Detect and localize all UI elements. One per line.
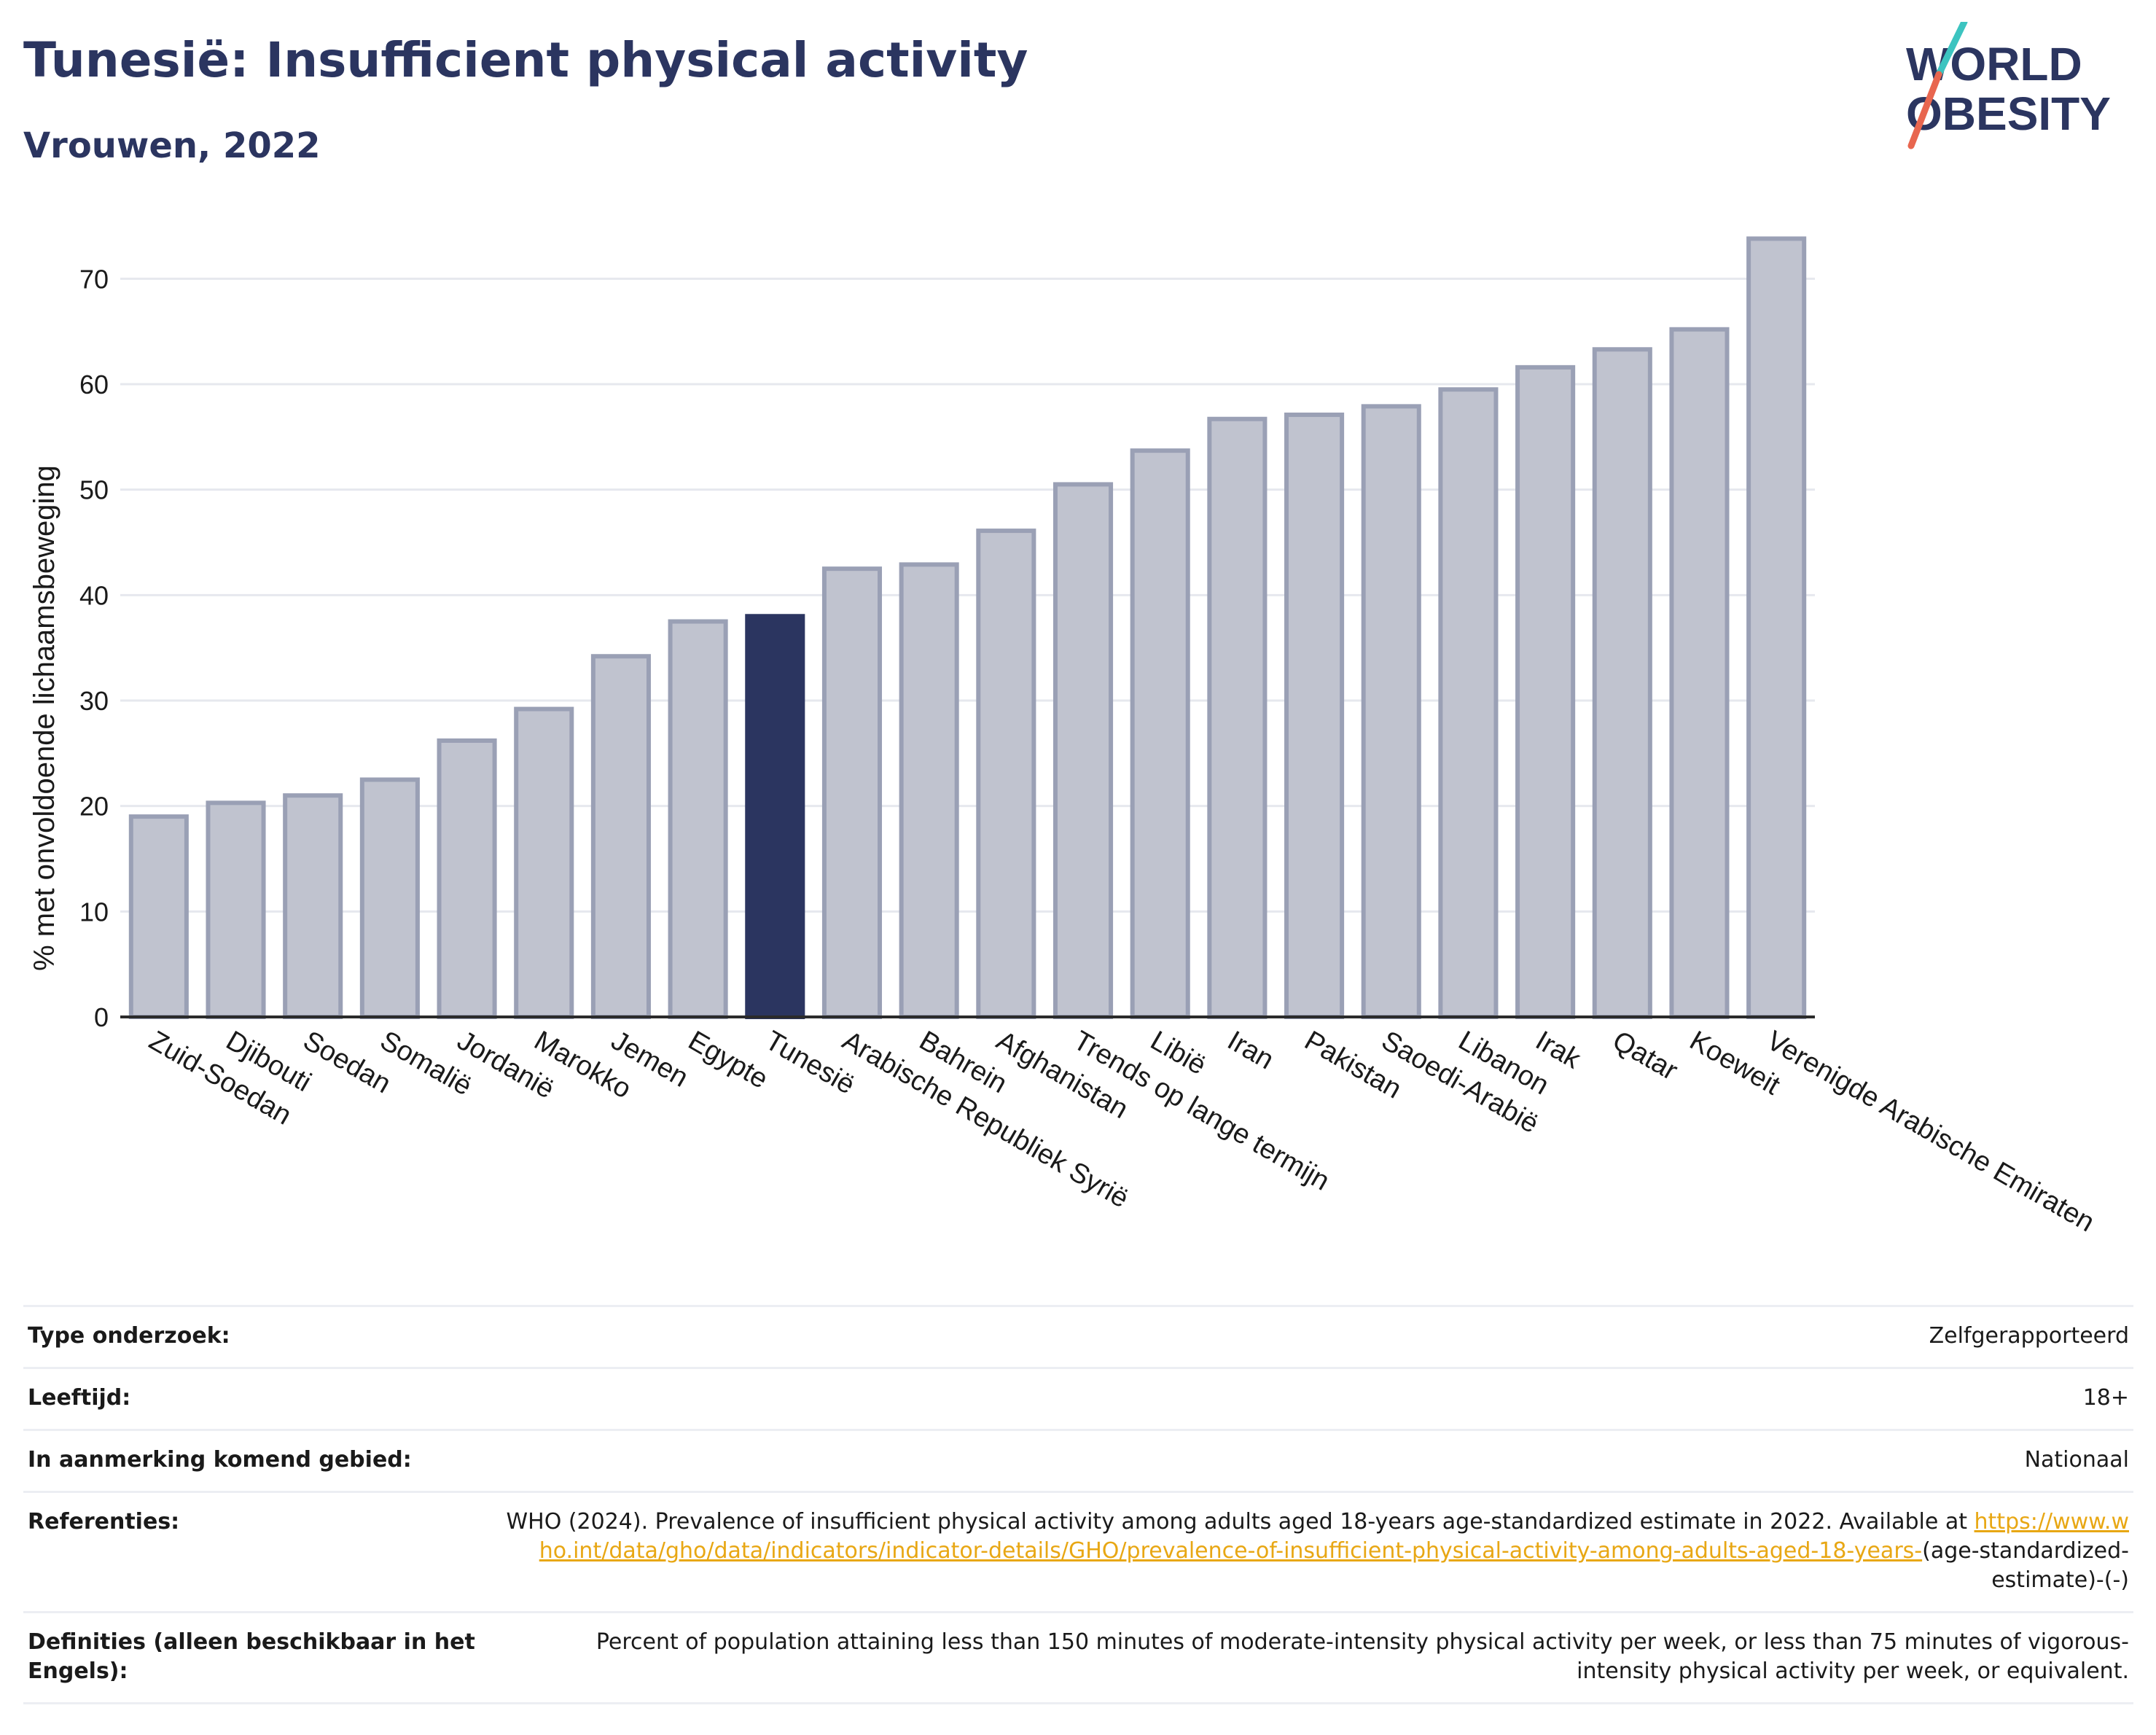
info-label: Leeftijd: — [23, 1368, 499, 1430]
bar — [593, 656, 649, 1017]
x-tick-label: Tunesië — [760, 1025, 860, 1100]
bar — [671, 622, 726, 1018]
y-tick-label: 20 — [79, 792, 109, 822]
info-label: Definities (alleen beschikbaar in het En… — [23, 1613, 499, 1704]
bar — [1749, 238, 1804, 1017]
info-value: WHO (2024). Prevalence of insufficient p… — [499, 1492, 2133, 1613]
info-row-area: In aanmerking komend gebied: Nationaal — [23, 1430, 2133, 1492]
world-obesity-logo: WORLD OBESITY — [1895, 22, 2143, 153]
bar — [1133, 451, 1188, 1017]
reference-text: WHO (2024). Prevalence of insufficient p… — [506, 1509, 1974, 1535]
y-tick-label: 40 — [79, 580, 109, 610]
bar — [1595, 349, 1650, 1017]
reference-suffix: (age-standardized-estimate)-(-) — [1922, 1538, 2129, 1593]
info-label: In aanmerking komend gebied: — [23, 1430, 499, 1492]
bar — [516, 709, 571, 1017]
bar — [978, 531, 1034, 1017]
y-tick-label: 10 — [79, 897, 109, 927]
info-value: Nationaal — [499, 1430, 2133, 1492]
info-value: Zelfgerapporteerd — [499, 1306, 2133, 1368]
info-row-definitions: Definities (alleen beschikbaar in het En… — [23, 1613, 2133, 1704]
bar — [1671, 330, 1727, 1017]
y-tick-label: 50 — [79, 475, 109, 505]
y-axis-label: % met onvoldoende lichaamsbeweging — [28, 465, 60, 971]
bar — [208, 803, 263, 1017]
svg-text:OBESITY: OBESITY — [1906, 87, 2111, 140]
bar — [1209, 419, 1265, 1017]
bar — [824, 569, 880, 1017]
x-tick-label: Verenigde Arabische Emiraten — [1762, 1025, 2100, 1238]
bar-chart: 010203040506070Zuid-SoedanDjiboutiSoedan… — [0, 190, 2156, 1283]
info-label: Type onderzoek: — [23, 1306, 499, 1368]
bar — [1364, 406, 1419, 1017]
y-tick-label: 70 — [79, 264, 109, 294]
y-tick-label: 0 — [94, 1002, 109, 1032]
y-tick-label: 30 — [79, 686, 109, 716]
x-tick-label: Iran — [1222, 1025, 1279, 1075]
x-tick-label: Egypte — [683, 1025, 773, 1095]
bar — [1286, 415, 1342, 1017]
info-value: Percent of population attaining less tha… — [499, 1613, 2133, 1704]
bar — [1518, 367, 1573, 1017]
x-tick-label: Soedan — [298, 1025, 396, 1099]
bar — [747, 616, 802, 1017]
chart-subtitle: Vrouwen, 2022 — [23, 125, 321, 166]
info-value: 18+ — [499, 1368, 2133, 1430]
info-row-references: Referenties: WHO (2024). Prevalence of i… — [23, 1492, 2133, 1613]
bar — [131, 816, 187, 1017]
bars — [131, 238, 1804, 1017]
info-label: Referenties: — [23, 1492, 499, 1613]
chart-title: Tunesië: Insufficient physical activity — [23, 32, 1028, 88]
info-row-age: Leeftijd: 18+ — [23, 1368, 2133, 1430]
bar — [440, 741, 495, 1017]
bar — [285, 795, 340, 1017]
x-tick-label: Qatar — [1607, 1025, 1683, 1086]
bar — [902, 564, 957, 1017]
info-row-survey-type: Type onderzoek: Zelfgerapporteerd — [23, 1306, 2133, 1368]
y-tick-label: 60 — [79, 370, 109, 399]
bar — [1440, 389, 1496, 1017]
bar — [1055, 484, 1111, 1017]
bar — [362, 780, 418, 1018]
info-table: Type onderzoek: Zelfgerapporteerd Leefti… — [23, 1305, 2133, 1704]
